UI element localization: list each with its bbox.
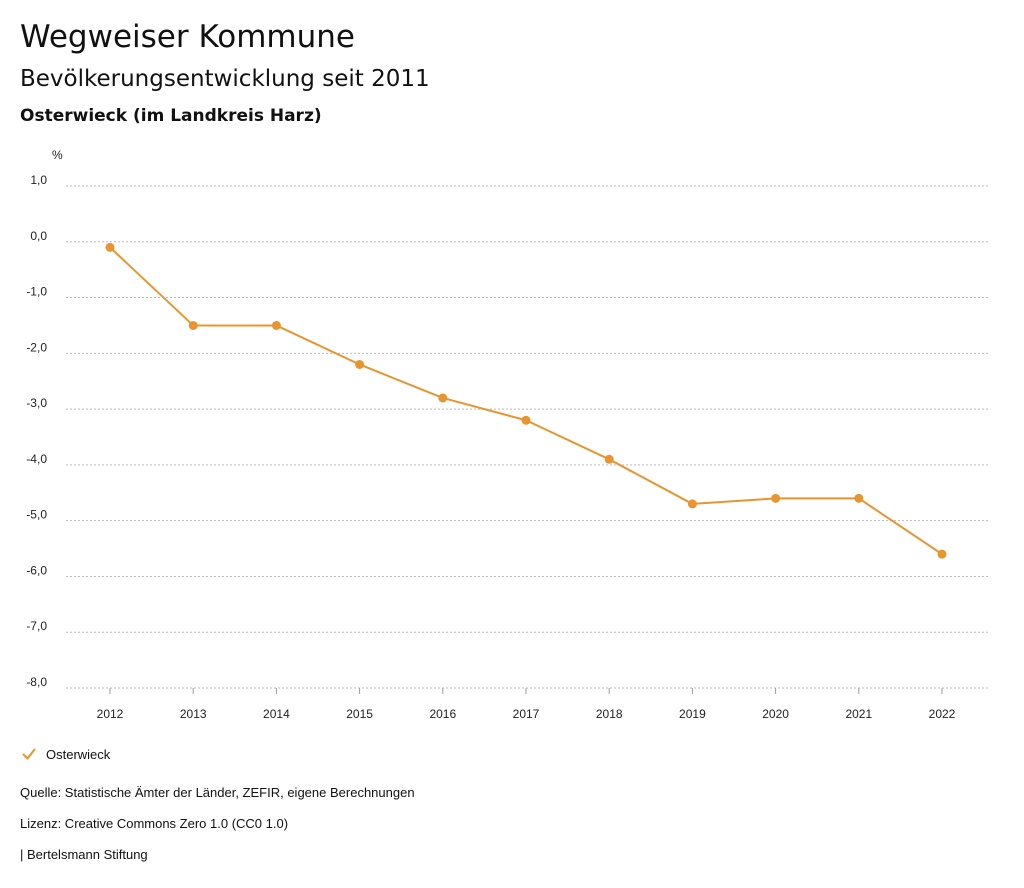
- check-icon: [22, 748, 36, 760]
- data-point-2020[interactable]: [771, 493, 781, 503]
- gridlines: [66, 185, 990, 689]
- chart-subtitle: Bevölkerungsentwicklung seit 2011: [20, 66, 430, 92]
- legend-label: Osterwieck: [46, 746, 111, 762]
- data-point-2019[interactable]: [687, 499, 697, 509]
- x-tick-label: 2018: [596, 707, 623, 721]
- line-chart: % 1,0 0,0 -1,0 -2,0 -3,0 -4,0 -5,0 -6,0 -7,0 -8,0…: [26, 148, 990, 721]
- x-tick-label: 2019: [679, 707, 706, 721]
- data-point-2012[interactable]: [105, 242, 115, 252]
- data-point-2014[interactable]: [271, 320, 281, 330]
- chart-title: Wegweiser Kommune: [20, 19, 355, 55]
- x-tick-label: 2012: [97, 707, 124, 721]
- y-axis-ticks: 1,0 0,0 -1,0 -2,0 -3,0 -4,0 -5,0 -6,0 -7,0 -8,0: [26, 173, 47, 689]
- x-tick-label: 2022: [929, 707, 956, 721]
- data-point-2018[interactable]: [604, 454, 614, 464]
- x-tick-label: 2020: [762, 707, 789, 721]
- region-name: Osterwieck (im Landkreis Harz): [20, 106, 322, 126]
- x-tick-label: 2013: [180, 707, 207, 721]
- data-point-2021[interactable]: [854, 493, 864, 503]
- x-axis-ticks: 2012 2013 2014 2015 2016 2017 2018 2019 2020 2021…: [97, 688, 956, 721]
- data-point-2013[interactable]: [188, 320, 198, 330]
- y-axis-unit-label: %: [52, 148, 63, 162]
- y-tick-label: -6,0: [26, 563, 47, 577]
- publisher-note: | Bertelsmann Stiftung: [20, 847, 148, 862]
- series-line-osterwieck: [109, 246, 943, 555]
- y-tick-label: 1,0: [30, 173, 47, 187]
- y-tick-label: -5,0: [26, 508, 47, 522]
- data-point-2015[interactable]: [355, 359, 365, 369]
- y-tick-label: -2,0: [26, 340, 47, 354]
- y-tick-label: -1,0: [26, 285, 47, 299]
- source-note: Quelle: Statistische Ämter der Länder, Z…: [20, 785, 415, 800]
- x-tick-label: 2017: [513, 707, 540, 721]
- legend-item-osterwieck[interactable]: Osterwieck: [22, 744, 110, 764]
- x-tick-label: 2015: [346, 707, 373, 721]
- y-tick-label: -3,0: [26, 396, 47, 410]
- x-tick-label: 2014: [263, 707, 290, 721]
- y-tick-label: -4,0: [26, 452, 47, 466]
- x-tick-label: 2016: [429, 707, 456, 721]
- y-tick-label: -8,0: [26, 675, 47, 689]
- data-point-2016[interactable]: [438, 393, 448, 403]
- y-tick-label: -7,0: [26, 619, 47, 633]
- data-point-2017[interactable]: [521, 415, 531, 425]
- x-tick-label: 2021: [845, 707, 872, 721]
- data-point-2022[interactable]: [937, 549, 947, 559]
- y-tick-label: 0,0: [30, 229, 47, 243]
- license-note: Lizenz: Creative Commons Zero 1.0 (CC0 1…: [20, 816, 289, 831]
- series-points: [105, 242, 947, 559]
